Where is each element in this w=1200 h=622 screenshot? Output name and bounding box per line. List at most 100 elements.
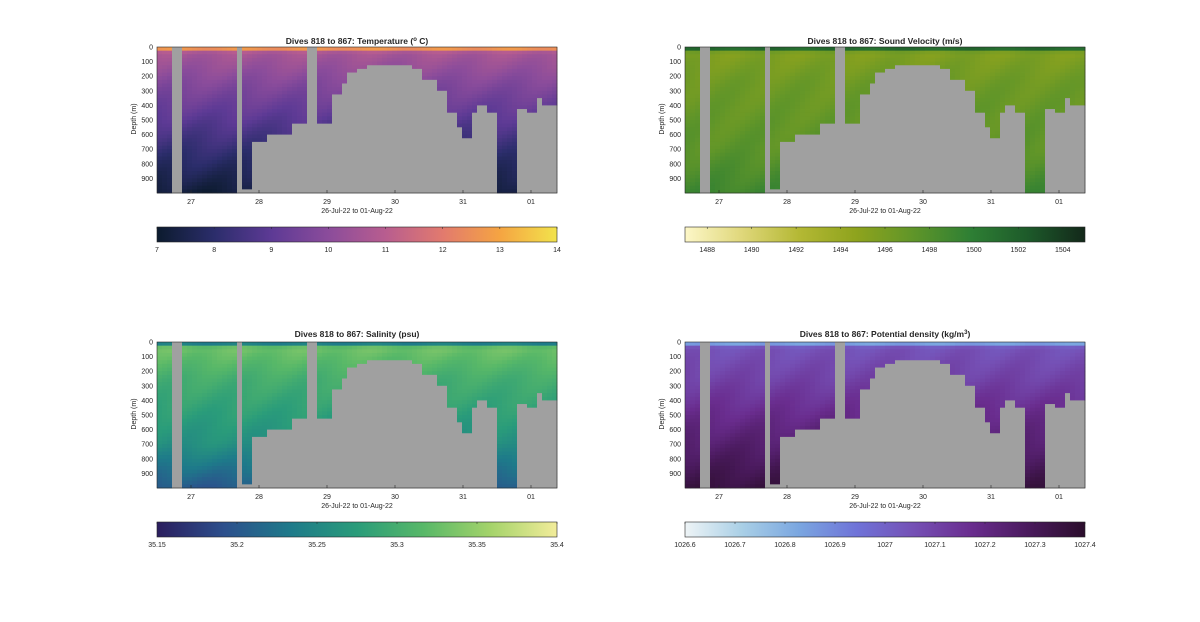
temperature-cell <box>337 149 343 154</box>
temperature-cell <box>432 123 438 128</box>
temperature-cell <box>492 171 498 176</box>
sound-velocity-cell <box>840 109 846 114</box>
temperature-cell <box>452 189 458 194</box>
temperature-cell <box>507 116 513 121</box>
temperature-cell <box>282 98 288 103</box>
temperature-cell <box>397 120 403 125</box>
temperature-cell <box>372 185 378 190</box>
temperature-cell <box>232 156 238 161</box>
sound-velocity-cell <box>850 76 856 81</box>
sound-velocity-cell <box>730 149 736 154</box>
temperature-cell <box>332 160 338 165</box>
sound-velocity-cell <box>880 101 886 106</box>
sound-velocity-cell <box>835 149 841 154</box>
temperature-cell <box>552 182 558 187</box>
sound-velocity-cell <box>850 68 856 73</box>
temperature-cell <box>317 171 323 176</box>
sound-velocity-cell <box>890 98 896 103</box>
temperature-cell <box>462 83 468 88</box>
temperature-cell <box>247 134 253 139</box>
temperature-cell <box>327 65 333 70</box>
temperature-cell <box>527 171 533 176</box>
temperature-cell <box>457 182 463 187</box>
temperature-cell <box>397 149 403 154</box>
temperature-cell <box>522 94 528 99</box>
sound-velocity-cell <box>765 101 771 106</box>
sound-velocity-cell <box>745 189 751 194</box>
temperature-cell <box>352 152 358 157</box>
temperature-cell <box>332 149 338 154</box>
temperature-cell <box>232 105 238 110</box>
temperature-cell <box>412 68 418 73</box>
temperature-cell <box>407 57 413 62</box>
temperature-cell <box>302 171 308 176</box>
temperature-cell <box>197 152 203 157</box>
sound-velocity-cell <box>800 138 806 143</box>
temperature-cell <box>377 130 383 135</box>
temperature-cell <box>307 98 313 103</box>
sound-velocity-cell <box>785 47 791 52</box>
temperature-cell <box>547 178 553 183</box>
temperature-cell <box>472 182 478 187</box>
sound-velocity-cell <box>805 120 811 125</box>
temperature-cell <box>197 65 203 70</box>
temperature-cell <box>487 138 493 143</box>
temperature-cell <box>257 98 263 103</box>
sound-velocity-cell <box>900 127 906 132</box>
temperature-cell <box>382 90 388 95</box>
temperature-cell <box>347 160 353 165</box>
sound-velocity-cell <box>825 90 831 95</box>
sound-velocity-cell <box>690 149 696 154</box>
temperature-cell <box>187 134 193 139</box>
sound-velocity-cell <box>815 120 821 125</box>
temperature-cell <box>162 105 168 110</box>
temperature-cell <box>387 105 393 110</box>
sound-velocity-cell <box>775 178 781 183</box>
temperature-ytick-label: 400 <box>141 103 153 110</box>
sound-velocity-cell <box>755 68 761 73</box>
temperature-cell <box>172 189 178 194</box>
temperature-cell <box>272 145 278 150</box>
sound-velocity-cell <box>705 185 711 190</box>
sound-velocity-cell <box>735 72 741 77</box>
temperature-cell <box>342 57 348 62</box>
temperature-cell <box>497 185 503 190</box>
temperature-cell <box>397 130 403 135</box>
sound-velocity-cell <box>745 182 751 187</box>
temperature-cell <box>527 101 533 106</box>
temperature-cell <box>167 167 173 172</box>
sound-velocity-cell <box>805 145 811 150</box>
temperature-cell <box>502 141 508 146</box>
temperature-cell <box>237 138 243 143</box>
sound-velocity-cell <box>755 167 761 172</box>
temperature-cell <box>267 120 273 125</box>
temperature-cell <box>262 145 268 150</box>
sound-velocity-cell <box>775 152 781 157</box>
sound-velocity-cell <box>775 160 781 165</box>
sound-velocity-cell <box>855 134 861 139</box>
sound-velocity-cell <box>775 98 781 103</box>
temperature-cell <box>362 141 368 146</box>
temperature-ytick-label: 900 <box>141 176 153 183</box>
temperature-cell <box>502 127 508 132</box>
sound-velocity-cell <box>745 156 751 161</box>
temperature-cell <box>222 138 228 143</box>
temperature-cell <box>202 163 208 168</box>
temperature-cell <box>462 57 468 62</box>
sound-velocity-cell <box>885 141 891 146</box>
temperature-cell <box>527 109 533 114</box>
sound-velocity-cell <box>725 54 731 59</box>
temperature-cell <box>517 65 523 70</box>
temperature-cell <box>347 182 353 187</box>
temperature-cell <box>542 65 548 70</box>
temperature-cell <box>542 94 548 99</box>
temperature-cell <box>542 163 548 168</box>
temperature-cell <box>162 90 168 95</box>
sound-velocity-cell <box>875 171 881 176</box>
temperature-cell <box>422 54 428 59</box>
temperature-cell <box>522 87 528 92</box>
temperature-cell <box>162 65 168 70</box>
sound-velocity-cell <box>835 98 841 103</box>
sound-velocity-cell <box>870 163 876 168</box>
temperature-cell <box>387 79 393 84</box>
